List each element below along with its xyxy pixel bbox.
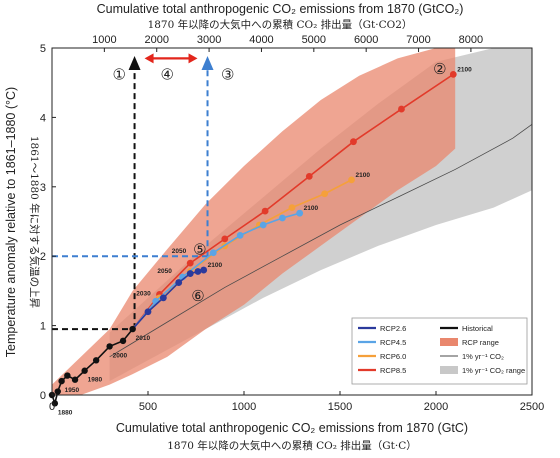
legend-label-rcp-range: RCP range — [462, 338, 499, 347]
point-rcp8-5 — [261, 207, 269, 215]
legend-label-1-yr-co: 1% yr⁻¹ CO₂ — [462, 352, 504, 361]
point-historical — [71, 376, 79, 383]
point-rcp8-5 — [186, 259, 194, 267]
x-axis-title-jp: 1870 年以降の大気中への累積 CO₂ 排出量（Gt·C） — [167, 439, 417, 452]
x-axis-title: Cumulative total anthropogenic CO₂ emiss… — [116, 421, 468, 435]
red-arrowhead-left — [144, 53, 154, 64]
y-axis-title: Temperature anomaly relative to 1861–188… — [4, 87, 18, 357]
point-rcp6-0 — [348, 176, 355, 184]
point-rcp8-5 — [221, 235, 229, 243]
legend: RCP2.6 RCP4.5 RCP6.0 RCP8.5 Historical RCP ra… — [351, 317, 528, 385]
label-rcp6-0-2100: 2100 — [356, 172, 371, 179]
annotation-3: ③ — [221, 66, 234, 83]
point-rcp2-6 — [200, 266, 208, 274]
label-historical-1950: 1950 — [65, 387, 80, 394]
label-rcp2-6-2100: 2100 — [208, 262, 223, 269]
y-tick-1: 1 — [40, 321, 46, 333]
label-rcp8-5-2050: 2050 — [172, 248, 187, 255]
arrowhead-black — [128, 56, 141, 70]
point-rcp4-5 — [259, 221, 267, 229]
point-rcp8-5 — [350, 138, 357, 146]
top-tick-2000: 2000 — [144, 34, 168, 46]
label-rcp2-6-2030: 2030 — [136, 290, 151, 297]
legend-swatch-1-yr-co-range — [440, 366, 458, 374]
reference-guides — [52, 53, 214, 331]
annotation-6: ⑥ — [191, 288, 204, 305]
arrowhead-blue — [201, 56, 214, 70]
legend-box — [351, 317, 528, 385]
x-tick-500: 500 — [139, 401, 157, 413]
legend-swatch-rcp-range — [440, 338, 458, 346]
top-axis-title-jp: 1870 年以降の大気中への累積 CO₂ 排出量（Gt·CO2） — [148, 18, 413, 31]
legend-label-rcp6-0: RCP6.0 — [380, 352, 406, 361]
label-historical-1980: 1980 — [88, 377, 103, 384]
point-rcp4-5 — [296, 209, 304, 217]
legend-label-historical: Historical — [462, 324, 493, 333]
top-tick-1000: 1000 — [92, 34, 116, 46]
label-rcp2-6-2050: 2050 — [157, 268, 172, 275]
point-rcp8-5 — [305, 172, 313, 180]
point-rcp6-0 — [321, 190, 329, 198]
legend-label-1-yr-co-range: 1% yr⁻¹ CO₂ range — [462, 366, 525, 375]
label-rcp4-5-2100: 2100 — [304, 205, 319, 212]
point-historical — [64, 372, 71, 379]
series-point-labels: 2050 2100 2100 2100 2030 2050 2100 1880 1950 1980… — [58, 66, 472, 416]
point-historical — [51, 400, 59, 407]
y-tick-0: 0 — [40, 390, 46, 402]
legend-label-rcp4-5: RCP4.5 — [380, 338, 406, 347]
annotation-4: ④ — [160, 66, 173, 83]
point-historical — [54, 388, 61, 395]
series-lines — [48, 70, 533, 407]
point-rcp2-6 — [159, 294, 167, 302]
y-tick-4: 4 — [40, 112, 46, 124]
point-historical — [92, 357, 100, 364]
point-rcp6-0 — [288, 204, 296, 212]
point-rcp8-5 — [449, 70, 457, 78]
point-rcp4-5 — [279, 214, 286, 222]
label-historical-1880: 1880 — [58, 409, 73, 416]
annotation-1: ① — [112, 66, 125, 83]
point-rcp2-6 — [175, 279, 183, 286]
line-1-yr-co — [109, 124, 533, 358]
axis-ticks: 0 500 1000 1500 2000 2500 0 1 2 3 4 5 1000 2000 3000 40… — [40, 34, 544, 413]
x-tick-0: 0 — [49, 401, 55, 413]
point-rcp2-6 — [186, 270, 194, 277]
y-tick-3: 3 — [40, 182, 46, 194]
x-tick-1000: 1000 — [232, 401, 256, 413]
top-tick-5000: 5000 — [302, 34, 326, 46]
point-historical — [81, 367, 88, 374]
point-historical — [119, 337, 127, 345]
label-historical-2000: 2000 — [113, 352, 128, 359]
circled-annotations: ① ② ③ ④ ⑤ ⑥ — [112, 61, 446, 305]
red-arrowhead-right — [188, 53, 198, 64]
top-tick-3000: 3000 — [197, 34, 221, 46]
top-tick-8000: 8000 — [459, 34, 483, 46]
point-historical — [58, 377, 65, 385]
x-tick-1500: 1500 — [328, 401, 352, 413]
label-rcp8-5-2100: 2100 — [457, 66, 472, 73]
point-rcp2-6 — [194, 268, 202, 275]
point-rcp8-5 — [398, 105, 405, 113]
label-historical-2010: 2010 — [136, 335, 151, 342]
y-tick-5: 5 — [40, 43, 46, 55]
point-historical — [106, 343, 113, 350]
y-axis-title-jp: 1861～1880 年に対する気温の上昇 — [28, 136, 41, 309]
plot-frame — [51, 47, 533, 396]
point-rcp4-5 — [209, 249, 217, 257]
top-tick-6000: 6000 — [354, 34, 378, 46]
annotation-2: ② — [433, 61, 446, 78]
y-tick-2: 2 — [40, 251, 46, 263]
x-tick-2000: 2000 — [424, 401, 448, 413]
point-rcp2-6 — [144, 308, 152, 316]
legend-label-rcp2-6: RCP2.6 — [380, 324, 406, 333]
x-tick-2500: 2500 — [520, 401, 544, 413]
top-tick-4000: 4000 — [249, 34, 273, 46]
legend-label-rcp8-5: RCP8.5 — [380, 366, 406, 375]
point-rcp4-5 — [236, 231, 244, 239]
top-axis-title: Cumulative total anthropogenic CO₂ emiss… — [97, 2, 464, 16]
annotation-5: ⑤ — [193, 241, 206, 258]
top-tick-7000: 7000 — [406, 34, 430, 46]
point-historical — [129, 325, 136, 333]
